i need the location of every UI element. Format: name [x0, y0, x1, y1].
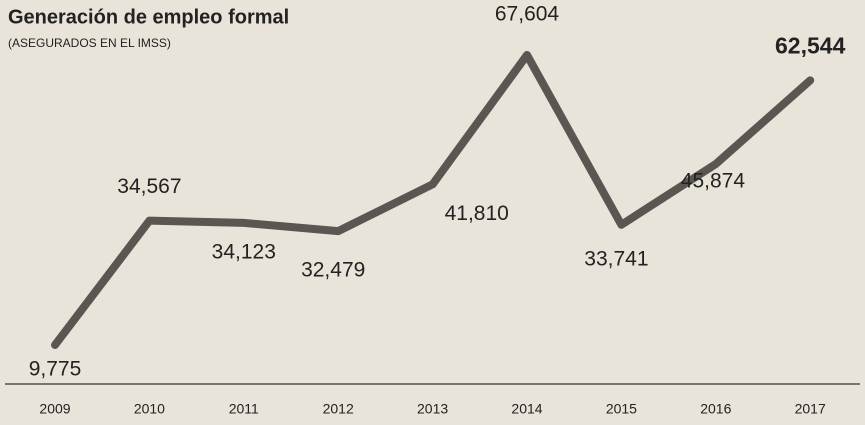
data-label: 45,874	[681, 170, 746, 193]
chart-subtitle: (ASEGURADOS EN EL IMSS)	[8, 36, 171, 50]
data-label: 9,775	[29, 358, 82, 381]
x-tick-label: 2014	[511, 401, 542, 417]
x-tick-label: 2013	[417, 401, 448, 417]
x-tick-label: 2015	[606, 401, 637, 417]
x-tick-label: 2012	[323, 401, 354, 417]
x-tick-label: 2010	[134, 401, 165, 417]
data-label: 32,479	[301, 259, 365, 282]
data-label: 34,567	[117, 175, 181, 198]
data-label: 41,810	[445, 202, 509, 225]
x-tick-label: 2016	[700, 401, 731, 417]
chart-title: Generación de empleo formal	[8, 6, 289, 28]
x-tick-label: 2011	[229, 401, 259, 417]
x-tick-label: 2017	[795, 401, 826, 417]
data-label: 67,604	[495, 3, 560, 26]
data-label: 33,741	[584, 247, 648, 270]
data-line	[51, 51, 815, 349]
data-label: 34,123	[212, 240, 276, 263]
x-tick-label: 2009	[39, 401, 70, 417]
data-label: 62,544	[775, 32, 846, 58]
